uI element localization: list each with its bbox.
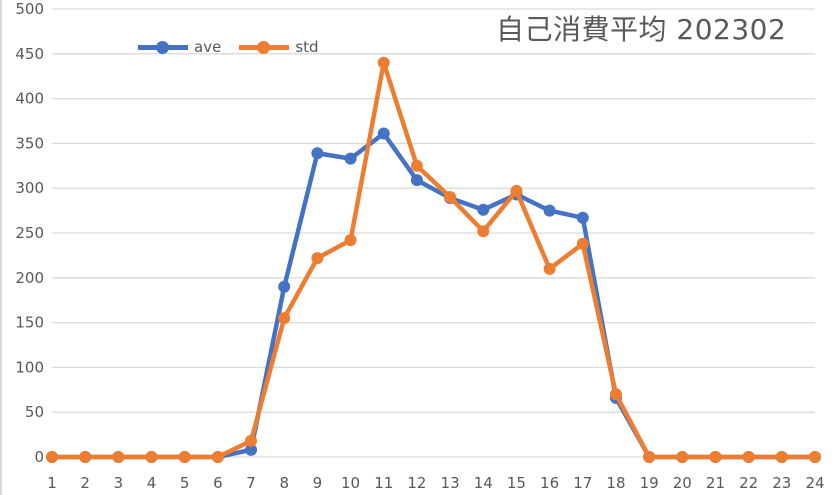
y-tick-label: 150 — [15, 314, 44, 332]
data-point — [79, 451, 92, 463]
gridlines — [52, 8, 815, 458]
data-point — [410, 159, 423, 172]
data-point — [510, 184, 523, 197]
x-tick-label: 23 — [772, 474, 791, 492]
data-point — [377, 127, 390, 140]
chart-left-border — [0, 0, 2, 495]
legend-label-ave: ave — [194, 38, 222, 56]
x-tick-label: 14 — [474, 474, 493, 492]
data-point — [643, 451, 656, 463]
x-tick-label: 4 — [147, 474, 157, 492]
x-tick-label: 22 — [739, 474, 758, 492]
data-point — [477, 225, 490, 238]
data-point — [676, 451, 689, 463]
x-tick-label: 7 — [246, 474, 256, 492]
x-tick-label: 12 — [407, 474, 426, 492]
x-tick-label: 10 — [341, 474, 360, 492]
x-tick-label: 24 — [805, 474, 824, 492]
x-tick-label: 21 — [706, 474, 725, 492]
y-tick-label: 250 — [15, 224, 44, 242]
legend-item-std: std — [239, 38, 319, 56]
x-axis-labels: 1 2 3 4 5 6 7 8 9 10 11 12 13 14 15 16 17 18 19 20 21 22 23 24 — [47, 474, 824, 492]
y-tick-label: 500 — [15, 0, 44, 18]
y-axis-labels: 0 50 100 150 200 250 300 350 400 450 500 — [15, 0, 44, 466]
data-point — [444, 191, 457, 204]
x-tick-label: 16 — [540, 474, 559, 492]
data-point — [311, 252, 324, 265]
x-tick-label: 1 — [47, 474, 57, 492]
series-std — [46, 56, 821, 463]
data-point — [278, 312, 291, 325]
data-point — [543, 204, 556, 217]
y-tick-label: 300 — [15, 179, 44, 197]
y-tick-label: 0 — [34, 448, 44, 466]
y-tick-label: 200 — [15, 269, 44, 287]
data-point — [344, 152, 357, 165]
data-point — [245, 443, 258, 456]
x-tick-label: 11 — [374, 474, 393, 492]
data-point — [410, 174, 423, 187]
x-tick-label: 13 — [441, 474, 460, 492]
data-point — [178, 451, 191, 463]
legend-label-std: std — [295, 38, 319, 56]
chart-legend: ave std — [138, 38, 337, 56]
chart-title: 自己消費平均 202302 — [496, 13, 787, 46]
data-point — [245, 434, 258, 447]
data-point — [477, 203, 490, 216]
data-point — [211, 451, 224, 463]
x-tick-label: 19 — [640, 474, 659, 492]
x-tick-label: 17 — [573, 474, 592, 492]
y-tick-label: 100 — [15, 358, 44, 376]
data-point — [112, 451, 125, 463]
data-point — [609, 388, 622, 401]
data-point — [145, 451, 158, 463]
data-point — [543, 262, 556, 275]
data-point — [311, 147, 324, 160]
data-point — [278, 280, 291, 293]
x-tick-label: 3 — [114, 474, 124, 492]
data-point — [377, 56, 390, 69]
x-tick-label: 20 — [673, 474, 692, 492]
x-tick-label: 2 — [80, 474, 90, 492]
legend-item-ave: ave — [138, 38, 221, 56]
data-point — [46, 451, 58, 463]
data-point — [576, 237, 589, 250]
data-point — [775, 451, 788, 463]
y-tick-label: 400 — [15, 90, 44, 108]
data-series — [46, 56, 821, 463]
y-tick-label: 350 — [15, 134, 44, 152]
data-point — [809, 451, 821, 463]
data-point — [576, 211, 589, 224]
x-tick-label: 9 — [313, 474, 323, 492]
data-point — [742, 451, 755, 463]
legend-marker-std-icon — [239, 40, 290, 54]
x-tick-label: 15 — [507, 474, 526, 492]
data-point — [709, 451, 722, 463]
legend-marker-ave-icon — [138, 40, 188, 54]
data-point — [344, 234, 357, 247]
y-tick-label: 50 — [25, 403, 44, 421]
x-tick-label: 5 — [180, 474, 190, 492]
x-tick-label: 6 — [213, 474, 223, 492]
y-tick-label: 450 — [15, 45, 44, 63]
x-tick-label: 18 — [606, 474, 625, 492]
x-tick-label: 8 — [279, 474, 289, 492]
